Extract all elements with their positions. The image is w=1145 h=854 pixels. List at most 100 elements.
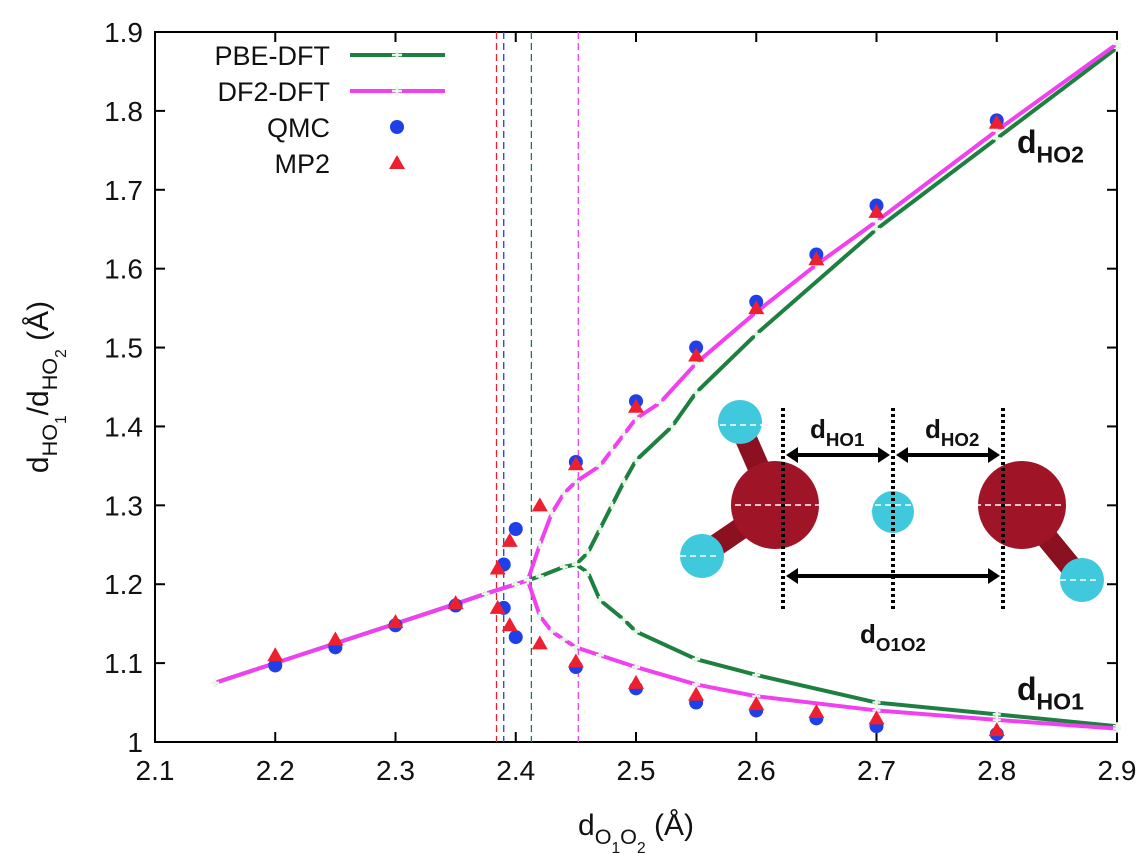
- annotation: dHO2: [1017, 124, 1084, 168]
- point: [632, 456, 640, 465]
- point: [571, 477, 580, 486]
- point: [748, 300, 765, 315]
- series-line: [214, 42, 1119, 731]
- y-axis-label: dHO1/dHO2 (Å): [22, 301, 70, 473]
- text-part: 2: [637, 840, 646, 854]
- text-part: HO1: [826, 429, 864, 450]
- text-part: HO: [37, 358, 62, 390]
- point: [748, 696, 765, 711]
- x-tick-label: 2.5: [617, 755, 656, 786]
- point: [988, 722, 1005, 737]
- point: [559, 562, 568, 571]
- annotation: dHO2: [925, 414, 979, 450]
- x-tick-label: 2.8: [977, 755, 1016, 786]
- text-part: HO: [37, 424, 62, 456]
- point: [872, 698, 881, 707]
- legend-label: QMC: [267, 113, 330, 143]
- point: [501, 532, 518, 547]
- point: [531, 497, 548, 512]
- point: [619, 615, 628, 624]
- text-part: /d: [22, 390, 55, 415]
- point: [268, 658, 283, 673]
- x-tick-label: 2.9: [1098, 755, 1137, 786]
- point: [387, 614, 404, 629]
- text-part: 2: [53, 349, 70, 358]
- x-axis-label: dO1O2 (Å): [578, 809, 694, 854]
- annotation: dO1O2: [860, 619, 926, 655]
- legend-label: DF2-DFT: [218, 77, 330, 107]
- series-line: [214, 46, 1119, 729]
- point: [535, 540, 544, 549]
- point: [595, 461, 604, 470]
- point: [808, 704, 825, 719]
- legend-label: PBE-DFT: [214, 41, 330, 71]
- legend-label: MP2: [274, 149, 330, 179]
- point: [595, 596, 604, 604]
- legend-swatch: [392, 50, 402, 60]
- text-part: d: [860, 619, 876, 649]
- point: [668, 422, 677, 431]
- point: [501, 617, 518, 632]
- point: [511, 580, 520, 589]
- guide-lines: [680, 424, 1100, 581]
- point: [688, 347, 705, 362]
- text-part: (Å): [22, 301, 55, 349]
- point: [531, 635, 548, 650]
- y-tick-label: 1.8: [104, 96, 143, 127]
- point: [595, 651, 604, 660]
- point: [872, 225, 881, 234]
- text-part: O1O2: [876, 634, 926, 655]
- point: [1113, 724, 1121, 733]
- point: [508, 522, 523, 536]
- point: [872, 217, 881, 226]
- point: [508, 630, 523, 645]
- point: [1113, 39, 1121, 48]
- point: [567, 653, 584, 668]
- text-part: 1: [612, 840, 621, 854]
- x-tick-label: 2.2: [256, 755, 295, 786]
- text-part: d: [1017, 671, 1037, 707]
- legend-swatch: [392, 86, 402, 96]
- x-tick-label: 2.3: [376, 755, 415, 786]
- oxygen: [978, 461, 1066, 549]
- y-tick-label: 1.1: [104, 648, 143, 679]
- legend-swatch: [389, 155, 405, 169]
- point: [481, 589, 490, 598]
- legend-swatch: [390, 120, 404, 134]
- point: [656, 398, 665, 407]
- point: [583, 548, 592, 557]
- point: [595, 525, 604, 533]
- y-tick-label: 1.9: [104, 17, 143, 48]
- text-part: d: [810, 414, 826, 444]
- text-part: d: [578, 809, 595, 842]
- point: [489, 560, 506, 575]
- x-tick-label: 2.1: [136, 755, 175, 786]
- text-part: (Å): [646, 809, 694, 842]
- text-part: HO2: [941, 429, 979, 450]
- point: [752, 670, 761, 679]
- point: [692, 655, 701, 664]
- text-part: d: [925, 414, 941, 444]
- y-tick-label: 1: [127, 727, 143, 758]
- point: [559, 635, 568, 644]
- hydrogen: [718, 400, 762, 444]
- point: [267, 647, 284, 662]
- point: [547, 509, 556, 518]
- point: [447, 595, 464, 610]
- point: [211, 678, 220, 687]
- point: [808, 251, 825, 266]
- text-part: HO1: [1037, 689, 1085, 715]
- point: [632, 663, 640, 672]
- text-part: O: [595, 824, 612, 849]
- point: [327, 631, 344, 646]
- point: [571, 643, 580, 652]
- point: [752, 330, 761, 339]
- text-part: d: [22, 456, 55, 473]
- point: [535, 572, 544, 581]
- point: [628, 398, 644, 413]
- point: [523, 576, 532, 585]
- x-tick-label: 2.7: [857, 755, 896, 786]
- molecule-diagram: [680, 400, 1104, 612]
